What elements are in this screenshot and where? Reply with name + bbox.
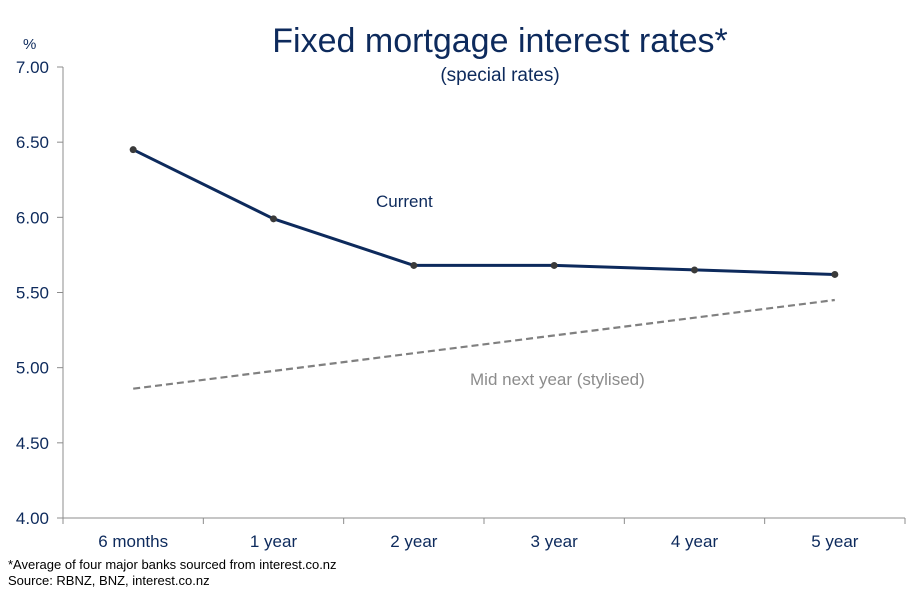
series-line-mid-next-year-stylised — [133, 298, 835, 390]
chart-subtitle: (special rates) — [440, 65, 559, 86]
footnote-source: Source: RBNZ, BNZ, interest.co.nz — [8, 573, 210, 588]
y-tick-label: 4.50 — [16, 434, 49, 453]
footnote-average: *Average of four major banks sourced fro… — [8, 557, 337, 572]
x-tick-label: 4 year — [671, 532, 719, 551]
y-tick-label: 5.00 — [16, 359, 49, 378]
series-group — [129, 146, 839, 390]
y-tick-label: 6.00 — [16, 208, 49, 227]
x-tick-label: 1 year — [250, 532, 298, 551]
series-label-mid-next-year: Mid next year (stylised) — [470, 370, 645, 389]
x-tick-label: 3 year — [531, 532, 579, 551]
data-point — [129, 146, 137, 154]
y-tick-label: 6.50 — [16, 133, 49, 152]
y-axis-unit: % — [23, 36, 36, 53]
y-tick-label: 7.00 — [16, 58, 49, 77]
data-point — [691, 266, 698, 274]
chart-title: Fixed mortgage interest rates* — [272, 22, 727, 60]
data-point — [550, 261, 558, 269]
x-tick-label: 2 year — [390, 532, 438, 551]
y-tick-labels: 4.00 4.50 5.00 5.50 6.00 6.50 7.00 — [16, 58, 49, 528]
axes — [57, 66, 906, 524]
series-label-current: Current — [376, 192, 433, 211]
x-tick-label: 6 months — [98, 532, 168, 551]
series-line-current — [132, 148, 835, 276]
data-point — [410, 261, 418, 269]
y-tick-label: 4.00 — [16, 509, 49, 528]
x-tick-labels: 6 months 1 year 2 year 3 year 4 year 5 year — [98, 532, 859, 551]
x-tick-label: 5 year — [811, 532, 859, 551]
data-point — [270, 215, 277, 223]
data-point — [831, 270, 839, 278]
y-tick-label: 5.50 — [16, 284, 49, 303]
